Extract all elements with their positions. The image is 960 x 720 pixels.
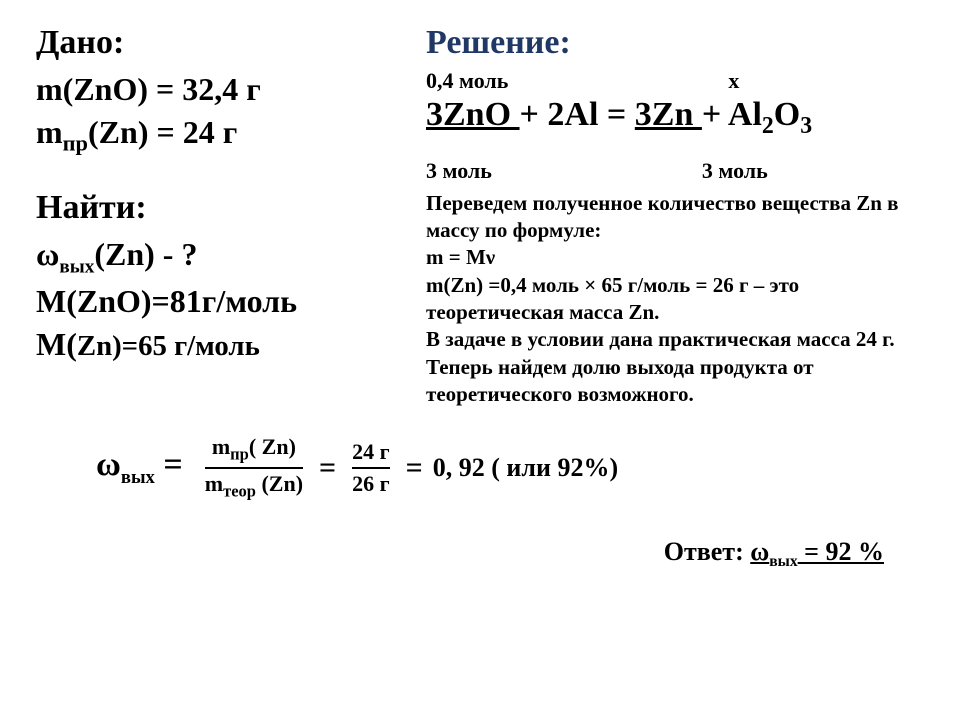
eqn-part: 3Zn	[635, 96, 702, 133]
eqn-part: + 2Al =	[520, 96, 635, 133]
subscript: вых	[769, 553, 797, 570]
subscript: пр	[63, 131, 88, 156]
denominator: 26 г	[352, 471, 390, 496]
subscript: теор	[223, 481, 256, 500]
text: M(	[36, 326, 77, 362]
given-column: Дано: m(ZnO) = 32,4 г mпр(Zn) = 24 г Най…	[36, 24, 426, 367]
text: (Zn) - ?	[94, 236, 197, 272]
equals-1: =	[319, 451, 336, 485]
solution-text-1: Переведем полученное количество вещества…	[426, 190, 924, 245]
solution-heading: Решение:	[426, 24, 924, 62]
equation-top-annotation: 0,4 моль x	[426, 68, 924, 94]
text: (Zn) =	[88, 114, 183, 150]
value: 65 г/моль	[138, 330, 260, 362]
result: 0, 92 ( или 92%)	[433, 453, 618, 483]
value: 24 г	[183, 114, 238, 150]
find-line: ωвых(Zn) - ?	[36, 233, 426, 280]
molar-mass-1: M(ZnO)=81г/моль	[36, 280, 426, 323]
numerator: mпр( Zn)	[212, 434, 296, 464]
answer-line: Ответ: ωвых = 92 %	[36, 537, 924, 571]
annot-right: 3 моль	[702, 158, 768, 183]
chemical-equation: 3ZnO + 2Al = 3Zn + Al2O3	[426, 96, 924, 140]
solution-text-3: m(Zn) =0,4 моль × 65 г/моль = 26 г – это…	[426, 272, 924, 327]
solution-text-4: В задаче в условии дана практическая мас…	[426, 326, 924, 408]
text: m	[36, 114, 63, 150]
equals-2: =	[406, 451, 423, 485]
value: 32,4 г	[182, 71, 261, 107]
solution-text-2: m = Mν	[426, 244, 924, 271]
subscript: 3	[800, 113, 812, 139]
equation-bottom-annotation: 3 моль 3 моль	[426, 158, 924, 184]
text: (Zn)	[256, 471, 303, 496]
omega: ω	[750, 537, 769, 566]
fraction-numeric: 24 г 26 г	[352, 439, 390, 496]
fraction-symbolic: mпр( Zn) mтеор (Zn)	[205, 434, 303, 501]
equals: =	[155, 446, 183, 483]
annot-right: x	[728, 68, 739, 93]
subscript: вых	[59, 256, 94, 277]
text: m(ZnO) =	[36, 71, 182, 107]
page: Дано: m(ZnO) = 32,4 г mпр(Zn) = 24 г Най…	[0, 0, 960, 720]
fraction-bar	[352, 467, 390, 469]
yield-formula: ωвых = mпр( Zn) mтеор (Zn) = 24 г 26 г =…	[36, 434, 924, 501]
numerator: 24 г	[352, 439, 390, 464]
text: M(ZnO)=	[36, 283, 170, 319]
text: m	[205, 471, 223, 496]
value: 81г/моль	[170, 283, 297, 319]
text: ( Zn)	[249, 434, 296, 459]
given-heading: Дано:	[36, 24, 426, 62]
annot-left: 3 моль	[426, 158, 492, 183]
answer-label: Ответ:	[664, 537, 751, 566]
eqn-part: + Al	[702, 96, 762, 133]
given-line-2: mпр(Zn) = 24 г	[36, 111, 426, 159]
fraction-bar	[205, 467, 303, 469]
molar-mass-2: M(Zn)=65 г/моль	[36, 323, 426, 366]
text: Zn)=	[77, 330, 138, 362]
eqn-part: 3ZnO	[426, 96, 520, 133]
subscript: вых	[121, 467, 155, 488]
given-line-1: m(ZnO) = 32,4 г	[36, 68, 426, 111]
find-heading: Найти:	[36, 189, 426, 227]
top-row: Дано: m(ZnO) = 32,4 г mпр(Zn) = 24 г Най…	[36, 24, 924, 408]
subscript: пр	[230, 445, 249, 464]
subscript: 2	[762, 113, 774, 139]
omega-symbol: ωвых =	[96, 446, 183, 489]
annot-left: 0,4 моль	[426, 68, 508, 93]
eqn-part: O	[774, 96, 800, 133]
text: m	[212, 434, 230, 459]
omega: ω	[36, 236, 59, 272]
denominator: mтеор (Zn)	[205, 471, 303, 501]
solution-column: Решение: 0,4 моль x 3ZnO + 2Al = 3Zn + Al…	[426, 24, 924, 408]
omega: ω	[96, 446, 121, 483]
answer-value: = 92 %	[798, 537, 884, 566]
